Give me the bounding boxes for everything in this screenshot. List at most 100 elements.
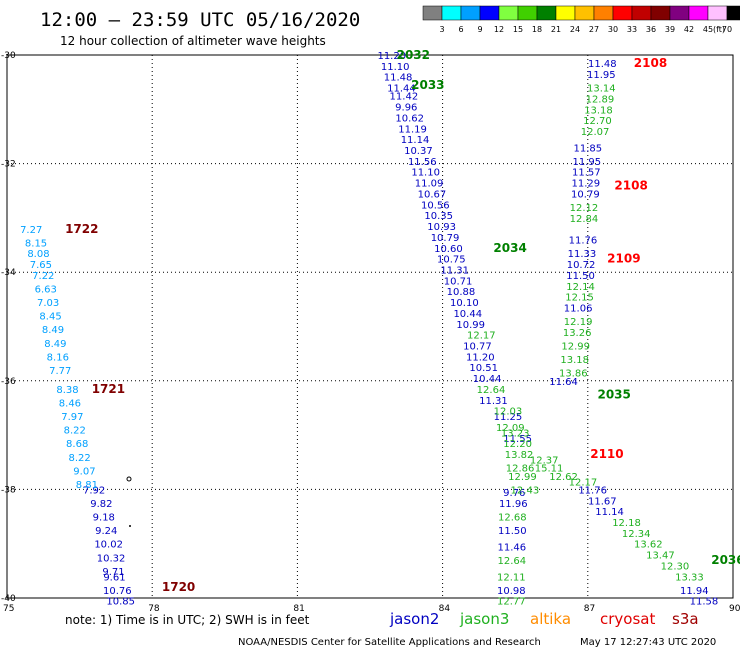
colorbar-tick-label: 70 [722,25,732,34]
jason2-swh-value: 9.18 [93,513,115,524]
jason2-swh-value: 10.76 [103,586,132,597]
x-tick-label: 78 [148,604,160,614]
x-tick-label: 84 [439,604,451,614]
jason2-swh-value: 10.02 [94,540,123,551]
x-tick-label: 75 [3,604,14,614]
jason2-swh-value: 10.72 [567,260,596,271]
colorbar-swatch [441,5,462,21]
jason2-swh-value: 11.76 [569,236,598,247]
jason2-swh-value: 11.06 [564,303,593,314]
s3a-swh-value: 7.97 [61,412,83,423]
jason2-swh-value: 11.31 [479,396,508,407]
colorbar-swatch [574,5,595,21]
jason3-swh-value: 13.23 [501,428,530,439]
footer-timestamp: May 17 12:27:43 UTC 2020 [580,637,716,648]
jason2-swh-value: 11.31 [440,265,469,276]
jason3-swh-value: 13.47 [646,551,675,562]
satellite-legend-jason2: jason2 [389,610,439,628]
jason3-swh-value: 12.03 [494,407,523,418]
jason2-swh-value: 11.67 [588,496,617,507]
jason2-swh-value: 11.10 [381,62,410,73]
pass-label: 2035 [597,387,630,401]
jason2-swh-value: 10.93 [427,222,456,233]
jason2-swh-value: 11.95 [573,157,602,168]
pass-label: 2110 [590,447,623,461]
jason2-swh-value: 11.85 [573,143,602,154]
chart-title: 12:00 – 23:59 UTC 05/16/2020 [40,9,360,31]
jason2-swh-value: 11.42 [390,92,419,103]
s3a-swh-value: 8.08 [27,249,49,260]
jason2-swh-value: 11.09 [415,179,444,190]
position-marker [126,476,132,482]
jason2-swh-value: 10.88 [447,287,476,298]
satellite-legend-jason3: jason3 [459,610,509,628]
jason2-swh-value: 11.14 [401,135,430,146]
jason2-swh-value: 9.76 [503,488,525,499]
jason2-swh-value: 11.46 [497,542,526,553]
jason2-swh-value: 10.67 [418,189,447,200]
jason3-swh-value: 12.70 [583,116,612,127]
colorbar-swatch [517,5,538,21]
jason3-swh-value: 13.18 [560,355,589,366]
jason2-swh-value: 11.50 [566,271,595,282]
jason3-swh-value: 12.77 [497,597,526,608]
jason3-swh-value: 12.43 [511,485,540,496]
axis-tick-labels: 75 78 81 84 87 90 -30 -32 -34 -36 -38 -40 [1,51,740,614]
jason2-swh-value: 9.82 [90,499,112,510]
jason3-swh-value: 12.89 [586,94,615,105]
jason3-swh-value: 12.17 [569,477,598,488]
jason2-swh-value: 10.85 [106,597,135,608]
footer-credit: NOAA/NESDIS Center for Satellite Applica… [238,637,541,648]
s3a-swh-value: 8.22 [68,453,90,464]
jason3-swh-value: 13.18 [584,105,613,116]
jason2-swh-value: 11.20 [377,51,406,62]
jason2-swh-value: 10.98 [497,586,526,597]
pass-label: 1721 [92,382,125,396]
colorbar-swatch [593,5,614,21]
s3a-swh-value: 8.15 [25,238,47,249]
pass-label: 1720 [162,580,195,594]
jason2-swh-value: 11.48 [588,59,617,70]
jason2-swh-value: 11.50 [498,526,527,537]
jason2-swh-value: 9.61 [103,572,125,583]
colorbar-swatch [422,5,443,21]
jason2-swh-value: 11.57 [572,168,601,179]
s3a-swh-value: 8.68 [66,439,88,450]
jason3-swh-value: 12.15 [565,293,594,304]
position-dot [129,525,131,527]
colorbar-tick-label: 30 [608,25,618,34]
jason2-swh-value: 11.96 [499,499,528,510]
jason3-swh-value: 13.14 [587,84,616,95]
plot-frame [6,54,734,599]
pass-label: 2108 [614,178,647,192]
color-scale-legend: 3 6 9 12 15 18 21 24 27 30 33 36 39 42 45 70 [422,5,740,34]
colorbar-swatch [460,5,481,21]
jason3-swh-value: 12.20 [503,439,532,450]
jason3-swh-value: 12.09 [496,423,525,434]
colorbar-tick-label: 39 [665,25,675,34]
jason2-swh-value: 7.92 [83,485,105,496]
s3a-swh-value: 7.27 [20,225,42,236]
jason3-swh-value: 12.62 [549,472,578,483]
jason2-swh-value: 11.44 [387,84,416,95]
s3a-swh-value: 8.49 [42,325,64,336]
jason3-swh-value: 12.34 [622,529,651,540]
jason3-swh-value: 13.62 [634,540,663,551]
jason2-swh-value: 11.95 [587,70,616,81]
colorbar-swatch [536,5,557,21]
colorbar-swatch [707,5,728,21]
jason2-swh-value: 10.75 [437,255,466,266]
footer-note: note: 1) Time is in UTC; 2) SWH is in fe… [65,613,310,627]
jason3-swh-value: 12.99 [508,472,537,483]
s3a-swh-value: 8.46 [59,399,81,410]
jason3-swh-value: 13.82 [505,450,534,461]
chart-subtitle: 12 hour collection of altimeter wave hei… [60,34,326,48]
jason3-swh-value: 12.37 [530,456,559,467]
pass-label: 2032 [397,48,430,62]
x-tick-label: 81 [293,604,304,614]
y-tick-label: -30 [1,51,16,61]
jason2-swh-value: 11.76 [578,485,607,496]
y-tick-label: -34 [1,268,16,278]
jason2-swh-value: 10.37 [404,146,433,157]
